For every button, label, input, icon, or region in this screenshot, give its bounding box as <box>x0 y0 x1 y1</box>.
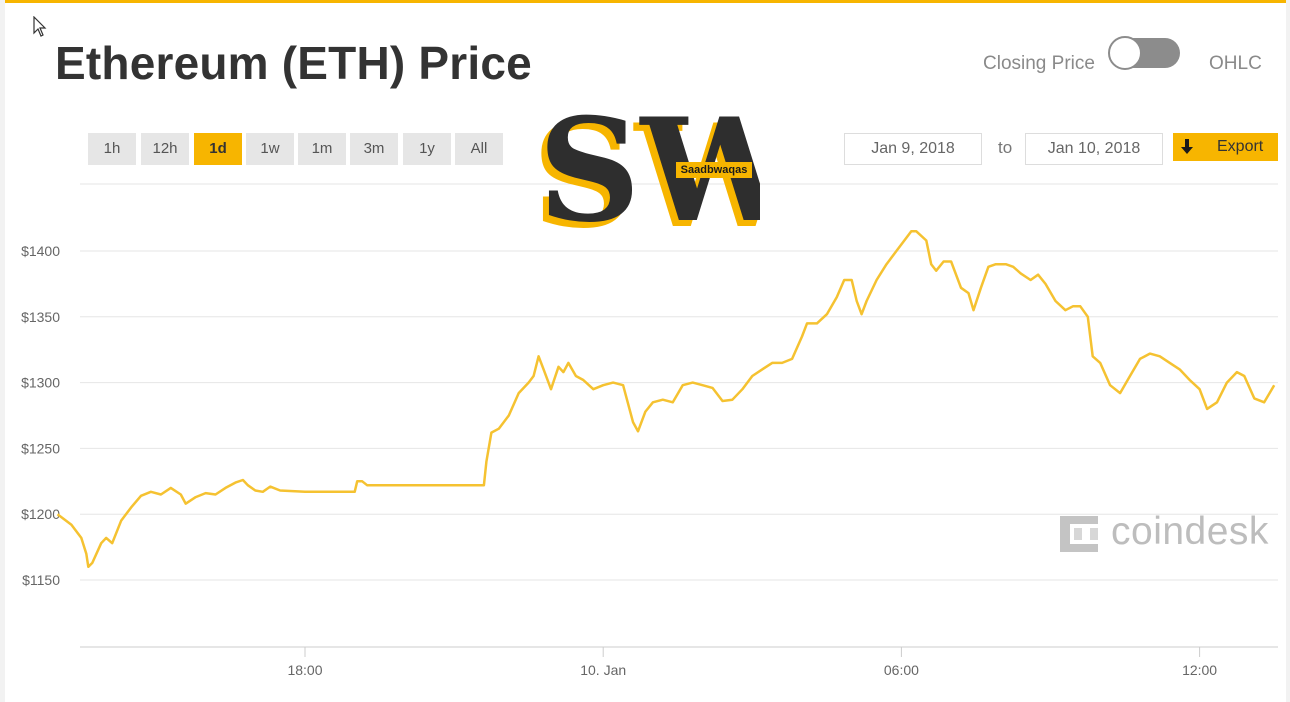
y-tick-label: $1200 <box>21 506 60 522</box>
x-axis-ticks: 18:00 10. Jan 06:00 12:00 <box>287 647 1217 678</box>
date-range-to-label: to <box>998 138 1013 157</box>
y-axis-labels: $1400 $1350 $1300 $1250 $1200 $1150 <box>21 243 60 588</box>
range-tab-1w[interactable]: 1w <box>246 133 294 165</box>
y-tick-label: $1300 <box>21 375 60 391</box>
y-tick-label: $1350 <box>21 309 60 325</box>
range-tab-12h[interactable]: 12h <box>141 133 189 165</box>
x-tick-label: 18:00 <box>287 662 322 678</box>
y-tick-label: $1250 <box>21 440 60 456</box>
coindesk-logo: coindesk <box>1058 510 1288 556</box>
top-accent-border <box>0 0 1290 3</box>
closing-price-label[interactable]: Closing Price <box>983 53 1095 74</box>
ohlc-label[interactable]: OHLC <box>1209 53 1262 74</box>
mouse-pointer-icon <box>33 16 47 37</box>
date-to-input[interactable]: Jan 10, 2018 <box>1025 133 1163 165</box>
y-tick-label: $1400 <box>21 243 60 259</box>
left-page-border <box>0 0 5 702</box>
coindesk-icon <box>1060 516 1098 552</box>
export-label: Export <box>1217 138 1264 155</box>
range-tab-3m[interactable]: 3m <box>350 133 398 165</box>
coindesk-wordmark: coindesk <box>1111 510 1269 553</box>
sw-watermark-letters: SW <box>538 90 760 232</box>
sw-watermark-logo: SW SW <box>532 90 760 232</box>
export-button[interactable]: Export <box>1173 133 1278 161</box>
price-series-line <box>56 230 1276 569</box>
y-tick-label: $1150 <box>22 572 60 588</box>
range-tab-1y[interactable]: 1y <box>403 133 451 165</box>
page-title: Ethereum (ETH) Price <box>55 37 532 89</box>
range-tab-all[interactable]: All <box>455 133 503 165</box>
x-tick-label: 12:00 <box>1182 662 1217 678</box>
range-tab-1h[interactable]: 1h <box>88 133 136 165</box>
x-tick-label: 06:00 <box>884 662 919 678</box>
x-tick-label: 10. Jan <box>580 662 626 678</box>
range-tab-1d[interactable]: 1d <box>194 133 242 165</box>
download-arrow-icon <box>1181 139 1193 154</box>
sw-watermark-tag: Saadbwaqas <box>676 162 752 178</box>
price-mode-toggle[interactable] <box>1108 36 1180 70</box>
chart-gridlines <box>80 250 1278 581</box>
toggle-knob[interactable] <box>1108 36 1142 70</box>
date-from-input[interactable]: Jan 9, 2018 <box>844 133 982 165</box>
right-scrollbar-track <box>1286 0 1290 702</box>
range-tab-1m[interactable]: 1m <box>298 133 346 165</box>
